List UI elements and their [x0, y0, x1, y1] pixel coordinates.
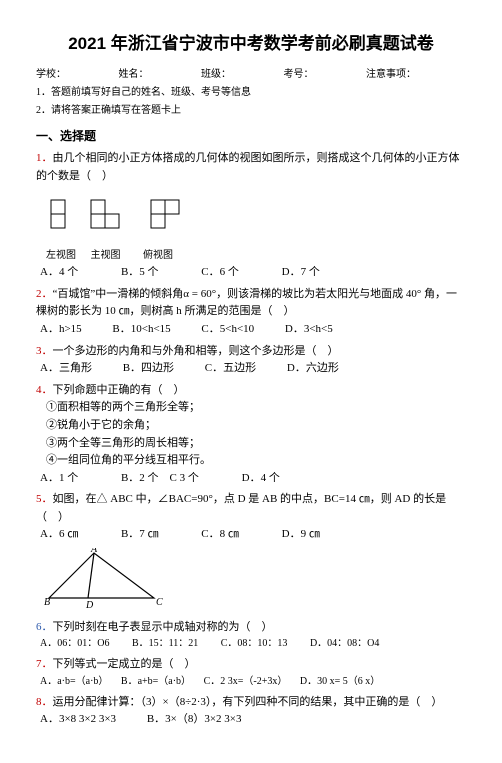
q4-opt-a: A．1 个 [40, 470, 78, 488]
school-label: 学校： [36, 67, 116, 83]
q6-number: 6． [36, 621, 53, 633]
q5-opt-b: B．7 ㎝ [121, 526, 159, 544]
section-1-heading: 一、选择题 [36, 127, 466, 146]
q3-opt-c: C．五边形 [205, 360, 256, 378]
q7-opt-c: C．2 3x=（-2+3x） [204, 674, 288, 690]
q4-sub-2: ②锐角小于它的余角； [46, 417, 466, 435]
q4-opt-bc: B．2 个 C 3 个 [121, 470, 199, 488]
note-2: 2．请将答案正确填写在答题卡上 [36, 103, 466, 119]
q5-opt-d: D．9 ㎝ [282, 526, 320, 544]
class-label: 班级： [201, 67, 281, 83]
q2-opt-b: B．10<h<15 [112, 321, 170, 339]
q7-stem: 下列等式一定成立的是（ ） [53, 658, 196, 670]
q4-opt-d: D．4 个 [242, 470, 280, 488]
note-1: 1．答题前填写好自己的姓名、班级、考号等信息 [36, 85, 466, 101]
q6-opt-b: B．15：11：21 [132, 636, 198, 652]
q5-options: A．6 ㎝ B．7 ㎝ C．8 ㎝ D．9 ㎝ [40, 526, 466, 544]
q6-options: A．06：01：O6 B．15：11：21 C．08：10：13 D．04：08… [40, 636, 466, 652]
exam-label: 考号： [284, 67, 364, 83]
q8-opt-b: B．3×（8）3×2 3×3 [147, 711, 242, 729]
q7-number: 7． [36, 658, 53, 670]
q3-opt-b: B．四边形 [123, 360, 174, 378]
header-line-1: 学校： 姓名： 班级： 考号： 注意事项： [36, 67, 466, 83]
q3-stem: 一个多边形的内角和与外角和相等，则这个多边形是（ ） [53, 345, 339, 357]
vertex-b-label: B [44, 597, 50, 608]
q6-opt-d: D．04：08：O4 [310, 636, 379, 652]
q2-opt-d: D．3<h<5 [285, 321, 333, 339]
q4-sub-3: ③两个全等三角形的周长相等； [46, 435, 466, 453]
name-label: 姓名： [119, 67, 199, 83]
q6-opt-c: C．08：10：13 [221, 636, 288, 652]
question-1: 1．由几个相同的小正方体搭成的几何体的视图如图所示，则搭成这个几何体的小正方体的… [36, 150, 466, 281]
q4-stem: 下列命题中正确的有（ ） [53, 384, 185, 396]
left-view-label: 左视图 [44, 248, 78, 264]
q2-opt-a: A．h>15 [40, 321, 82, 339]
q1-views-figure [46, 190, 466, 247]
q1-options: A．4 个 B．5 个 C．6 个 D．7 个 [40, 264, 466, 282]
question-8: 8．运用分配律计算：（3）×（8÷2·3），有下列四种不同的结果，其中正确的是（… [36, 694, 466, 729]
q5-stem: 如图，在△ ABC 中，∠BAC=90°，点 D 是 AB 的中点，BC=14 … [36, 493, 446, 523]
q4-number: 4． [36, 384, 53, 396]
vertex-d-label: D [85, 600, 94, 608]
q6-opt-a: A．06：01：O6 [40, 636, 109, 652]
q1-opt-a: A．4 个 [40, 264, 78, 282]
q2-number: 2． [36, 288, 53, 300]
q2-options: A．h>15 B．10<h<15 C．5<h<10 D．3<h<5 [40, 321, 466, 339]
q4-sub-1: ①面积相等的两个三角形全等； [46, 399, 466, 417]
q8-number: 8． [36, 696, 53, 708]
q1-opt-d: D．7 个 [282, 264, 320, 282]
q3-options: A．三角形 B．四边形 C．五边形 D．六边形 [40, 360, 466, 378]
q7-opt-b: B．a+b=（a·b） [121, 674, 191, 690]
q3-number: 3． [36, 345, 53, 357]
question-5: 5．如图，在△ ABC 中，∠BAC=90°，点 D 是 AB 的中点，BC=1… [36, 491, 466, 614]
page-title: 2021 年浙江省宁波市中考数学考前必刷真题试卷 [36, 30, 466, 57]
q6-stem: 下列时刻在电子表显示中成轴对称的为（ ） [53, 621, 273, 633]
q4-options: A．1 个 B．2 个 C 3 个 D．4 个 [40, 470, 466, 488]
question-7: 7．下列等式一定成立的是（ ） A．a·b=（a·b） B．a+b=（a·b） … [36, 656, 466, 690]
q7-opt-a: A．a·b=（a·b） [40, 674, 108, 690]
q5-triangle-figure: A B D C [44, 548, 466, 615]
vertex-a-label: A [90, 548, 98, 555]
q1-view-labels: 左视图 主视图 俯视图 [44, 248, 466, 264]
q2-opt-c: C．5<h<10 [201, 321, 254, 339]
q8-opt-a: A．3×8 3×2 3×3 [40, 711, 116, 729]
q1-opt-b: B．5 个 [121, 264, 159, 282]
question-4: 4．下列命题中正确的有（ ） ①面积相等的两个三角形全等； ②锐角小于它的余角；… [36, 382, 466, 488]
vertex-c-label: C [156, 597, 163, 608]
q1-opt-c: C．6 个 [201, 264, 239, 282]
question-2: 2．“百城馆”中一滑梯的倾斜角α = 60°，则该滑梯的坡比为若太阳光与地面成 … [36, 286, 466, 339]
q1-stem: 由几个相同的小正方体搭成的几何体的视图如图所示，则搭成这个几何体的小正方体的个数… [36, 152, 460, 182]
q5-number: 5． [36, 493, 53, 505]
question-3: 3．一个多边形的内角和与外角和相等，则这个多边形是（ ） A．三角形 B．四边形… [36, 343, 466, 378]
front-view-label: 主视图 [81, 248, 131, 264]
question-6: 6．下列时刻在电子表显示中成轴对称的为（ ） A．06：01：O6 B．15：1… [36, 619, 466, 653]
q7-options: A．a·b=（a·b） B．a+b=（a·b） C．2 3x=（-2+3x） D… [40, 674, 466, 690]
q8-stem: 运用分配律计算：（3）×（8÷2·3），有下列四种不同的结果，其中正确的是（ ） [53, 696, 443, 708]
q3-opt-a: A．三角形 [40, 360, 92, 378]
q3-opt-d: D．六边形 [287, 360, 339, 378]
top-view-label: 俯视图 [133, 248, 183, 264]
q7-opt-d: D．30 x= 5（6 x） [300, 674, 380, 690]
q4-sub-4: ④一组同位角的平分线互相平行。 [46, 452, 466, 470]
q2-stem: “百城馆”中一滑梯的倾斜角α = 60°，则该滑梯的坡比为若太阳光与地面成 40… [36, 288, 457, 318]
q5-opt-a: A．6 ㎝ [40, 526, 78, 544]
q1-number: 1． [36, 152, 53, 164]
note-label: 注意事项： [366, 67, 416, 83]
q5-opt-c: C．8 ㎝ [201, 526, 239, 544]
q8-options: A．3×8 3×2 3×3 B．3×（8）3×2 3×3 [40, 711, 466, 729]
